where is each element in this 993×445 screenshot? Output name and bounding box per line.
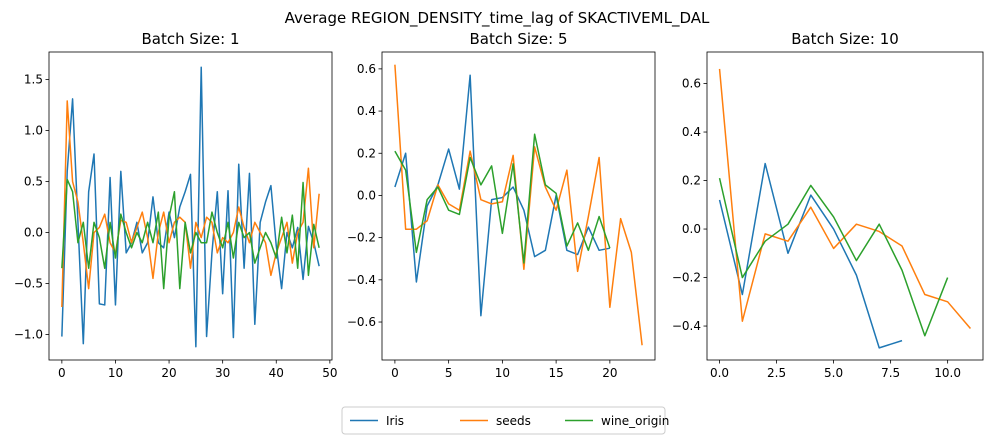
x-tick-label: 2.5 (767, 366, 786, 380)
y-tick-label: −0.5 (14, 277, 43, 291)
axes-frame (381, 51, 656, 361)
axes-frame (706, 51, 984, 361)
subplot-3: Batch Size: 10 0.0 2.5 5.0 7.5 10.0 −0.4 −0.2 0.… (672, 30, 984, 380)
series-line-wine-origin (394, 133, 611, 264)
series-line-wine-origin (718, 177, 949, 337)
series-line-seeds (394, 64, 643, 346)
y-tick-label: 0.0 (24, 226, 43, 240)
x-tick-label: 5 (445, 366, 453, 380)
x-tick-label: 0 (391, 366, 399, 380)
x-tick-label: 7.5 (881, 366, 900, 380)
x-tick-label: 0.0 (710, 366, 729, 380)
series-line-seeds (718, 68, 972, 329)
legend-label: Iris (386, 414, 404, 428)
y-tick-label: 0.6 (682, 77, 701, 91)
x-tick-label: 30 (215, 366, 230, 380)
series-line-iris (61, 66, 320, 348)
x-tick-label: 10 (495, 366, 510, 380)
y-tick-label: −0.6 (347, 315, 376, 329)
legend-label: wine_origin (601, 414, 669, 428)
x-tick-label: 5.0 (824, 366, 843, 380)
subplot-2: Batch Size: 5 0 5 10 15 20 −0.6 −0.4 −0.2 0.0 0.2 0… (347, 30, 656, 380)
x-tick-label: 20 (161, 366, 176, 380)
y-tick-label: −0.4 (347, 273, 376, 287)
legend-label: seeds (496, 414, 531, 428)
x-tick-label: 20 (602, 366, 617, 380)
y-tick-label: −1.0 (14, 328, 43, 342)
y-tick-label: −0.2 (347, 231, 376, 245)
series-line-iris (394, 74, 611, 317)
series-line-wine-origin (61, 178, 320, 290)
y-tick-label: 0.5 (24, 175, 43, 189)
y-tick-label: 0.2 (357, 146, 376, 160)
y-tick-label: −0.4 (672, 319, 701, 333)
y-tick-label: 0.2 (682, 174, 701, 188)
series-line-iris (718, 162, 903, 349)
figure-title: Average REGION_DENSITY_time_lag of SKACT… (285, 9, 710, 28)
x-tick-label: 15 (548, 366, 563, 380)
y-tick-label: 0.0 (682, 222, 701, 236)
y-tick-label: 0.6 (357, 62, 376, 76)
x-tick-label: 50 (322, 366, 337, 380)
axes-frame (48, 51, 333, 361)
x-tick-label: 10.0 (934, 366, 961, 380)
y-tick-label: 1.0 (24, 124, 43, 138)
subplot-title: Batch Size: 10 (791, 30, 899, 48)
y-tick-label: 1.5 (24, 73, 43, 87)
subplot-title: Batch Size: 5 (469, 30, 567, 48)
subplot-title: Batch Size: 1 (141, 30, 239, 48)
subplot-1: Batch Size: 1 0 10 20 30 40 50 −1.0 −0.5 0.0 0.5 1.… (14, 30, 338, 380)
y-tick-label: 0.0 (357, 188, 376, 202)
x-tick-label: 10 (108, 366, 123, 380)
y-tick-label: −0.2 (672, 271, 701, 285)
legend-box (341, 406, 666, 435)
x-tick-label: 0 (58, 366, 66, 380)
y-tick-label: 0.4 (357, 104, 376, 118)
legend: Iris seeds wine_origin (341, 406, 669, 435)
y-tick-label: 0.4 (682, 125, 701, 139)
x-tick-label: 40 (269, 366, 284, 380)
